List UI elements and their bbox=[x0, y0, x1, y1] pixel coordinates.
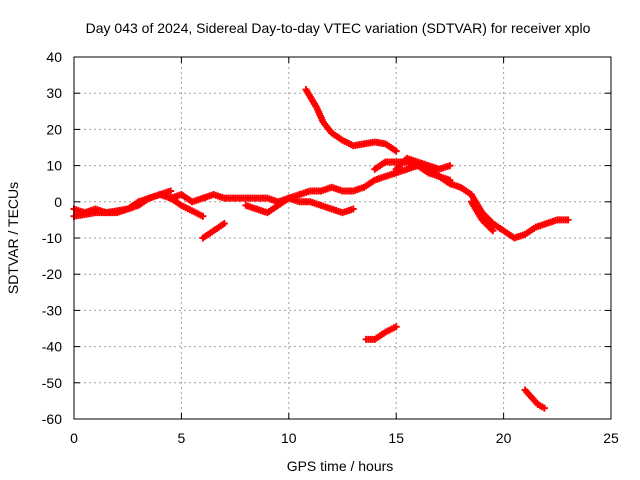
x-tick-label: 0 bbox=[70, 430, 78, 446]
data-point bbox=[167, 187, 175, 195]
data-point bbox=[540, 404, 548, 412]
data-points bbox=[70, 86, 572, 412]
data-point bbox=[392, 147, 400, 155]
series-track-d bbox=[199, 220, 228, 242]
y-tick-label: 10 bbox=[46, 158, 62, 174]
data-point bbox=[349, 205, 357, 213]
y-axis-label: SDTVAR / TECUs bbox=[5, 182, 21, 294]
series-track-g bbox=[302, 86, 400, 155]
series-track-k bbox=[392, 154, 454, 173]
series-track-h bbox=[362, 323, 400, 343]
x-tick-label: 25 bbox=[603, 430, 619, 446]
y-tick-label: 0 bbox=[54, 194, 62, 210]
x-tick-label: 5 bbox=[178, 430, 186, 446]
x-tick-label: 20 bbox=[496, 430, 512, 446]
x-tick-label: 10 bbox=[281, 430, 297, 446]
x-tick-label: 15 bbox=[388, 430, 404, 446]
x-axis-label: GPS time / hours bbox=[287, 458, 394, 474]
series-track-c bbox=[167, 194, 207, 220]
y-tick-label: -10 bbox=[42, 230, 62, 246]
data-point bbox=[489, 227, 497, 235]
y-tick-label: -30 bbox=[42, 302, 62, 318]
grid-lines bbox=[74, 57, 611, 419]
series-track-e bbox=[242, 194, 293, 217]
y-tick-label: -20 bbox=[42, 266, 62, 282]
data-point bbox=[199, 212, 207, 220]
series-track-b bbox=[70, 187, 175, 220]
data-point bbox=[446, 162, 454, 170]
y-tick-label: -40 bbox=[42, 339, 62, 355]
y-tick-label: -60 bbox=[42, 411, 62, 427]
axis-ticks: 0 5 10 15 20 25 -60 -50 -40 -30 -20 -10 0 10 20 30 40 bbox=[42, 49, 619, 446]
series-track-f bbox=[285, 194, 357, 217]
series-track-m bbox=[521, 386, 548, 412]
y-tick-label: -50 bbox=[42, 375, 62, 391]
y-tick-label: 20 bbox=[46, 121, 62, 137]
data-point bbox=[446, 176, 454, 184]
y-tick-label: 40 bbox=[46, 49, 62, 65]
y-tick-label: 30 bbox=[46, 85, 62, 101]
data-point bbox=[564, 216, 572, 224]
series-track-l bbox=[467, 198, 497, 235]
chart-title: Day 043 of 2024, Sidereal Day-to-day VTE… bbox=[86, 20, 591, 36]
data-point bbox=[392, 323, 400, 331]
data-point bbox=[220, 220, 228, 228]
